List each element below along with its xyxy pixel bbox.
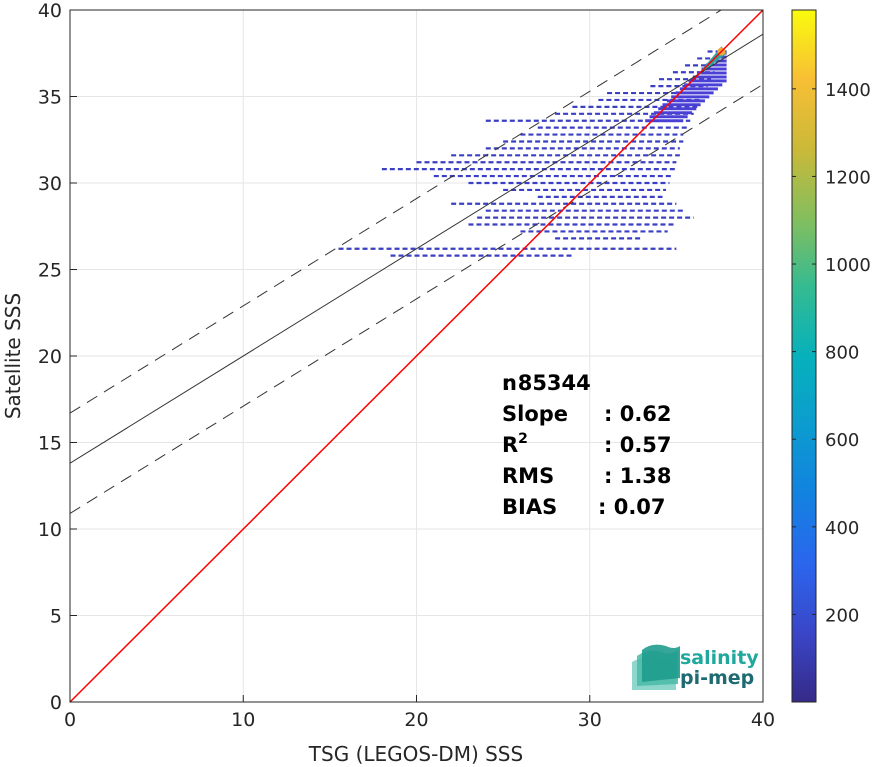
density-cloud: [338, 46, 727, 257]
stat-value: : 0.07: [598, 495, 666, 519]
logo-line2: pi-mep: [680, 667, 754, 689]
colorbar-tick-label: 400: [825, 518, 859, 539]
y-tick-label: 15: [38, 433, 62, 455]
logo-line1: salinity: [680, 647, 759, 669]
stats-box: n: 85344 Slope : 0.62 R2 : 0.57 RMS : 1.38 BIAS…: [502, 371, 672, 519]
lower-band-line: [70, 83, 763, 514]
y-tick-label: 35: [38, 87, 62, 109]
y-tick-label: 20: [38, 346, 62, 368]
x-tick-label: 0: [64, 709, 76, 731]
upper-band-line: [70, 10, 723, 414]
colorbar-gradient: [791, 9, 817, 703]
stat-label: RMS: [502, 464, 554, 488]
y-tick-label: 40: [38, 0, 62, 22]
colorbar-tick-label: 1200: [825, 167, 871, 188]
x-axis: 0 10 20 30 40: [64, 695, 775, 731]
colorbar-tick-label: 800: [825, 343, 859, 364]
x-axis-label: TSG (LEGOS-DM) SSS: [308, 742, 523, 766]
y-axis: 0 5 10 15 20 25 30 35 40: [38, 0, 77, 714]
x-tick-label: 20: [404, 709, 428, 731]
stat-superscript: 2: [518, 431, 528, 447]
y-tick-label: 25: [38, 260, 62, 282]
y-axis-label: Satellite SSS: [1, 293, 25, 419]
colorbar: 200 400 600 800 1000 1200 1400: [791, 9, 871, 703]
stat-value: : 1.38: [604, 464, 672, 488]
identity-line: [70, 10, 763, 702]
stat-value: : 0.62: [604, 402, 672, 426]
y-tick-label: 0: [50, 692, 62, 714]
y-tick-label: 10: [38, 519, 62, 541]
colorbar-tick-label: 1000: [825, 255, 871, 276]
fit-lines: [70, 10, 763, 702]
stat-value: : 0.57: [604, 433, 672, 457]
stat-label: n: [502, 371, 517, 395]
colorbar-tick-label: 1400: [825, 80, 871, 101]
y-tick-label: 5: [50, 606, 62, 628]
colorbar-tick-label: 200: [825, 605, 859, 626]
x-tick-label: 40: [751, 709, 775, 731]
logo: salinity pi-mep: [632, 644, 759, 690]
waves-icon: [632, 644, 680, 690]
colorbar-tick-label: 600: [825, 430, 859, 451]
stat-label: R2: [502, 431, 528, 457]
grid-lines: [70, 10, 763, 702]
colorbar-ticks: 200 400 600 800 1000 1200 1400: [792, 80, 871, 626]
stat-label: BIAS: [502, 495, 557, 519]
x-tick-label: 30: [578, 709, 602, 731]
stat-label: Slope: [502, 402, 568, 426]
y-tick-label: 30: [38, 173, 62, 195]
x-tick-label: 10: [231, 709, 255, 731]
regression-line: [70, 33, 763, 464]
stat-value: : 85344: [502, 371, 591, 395]
